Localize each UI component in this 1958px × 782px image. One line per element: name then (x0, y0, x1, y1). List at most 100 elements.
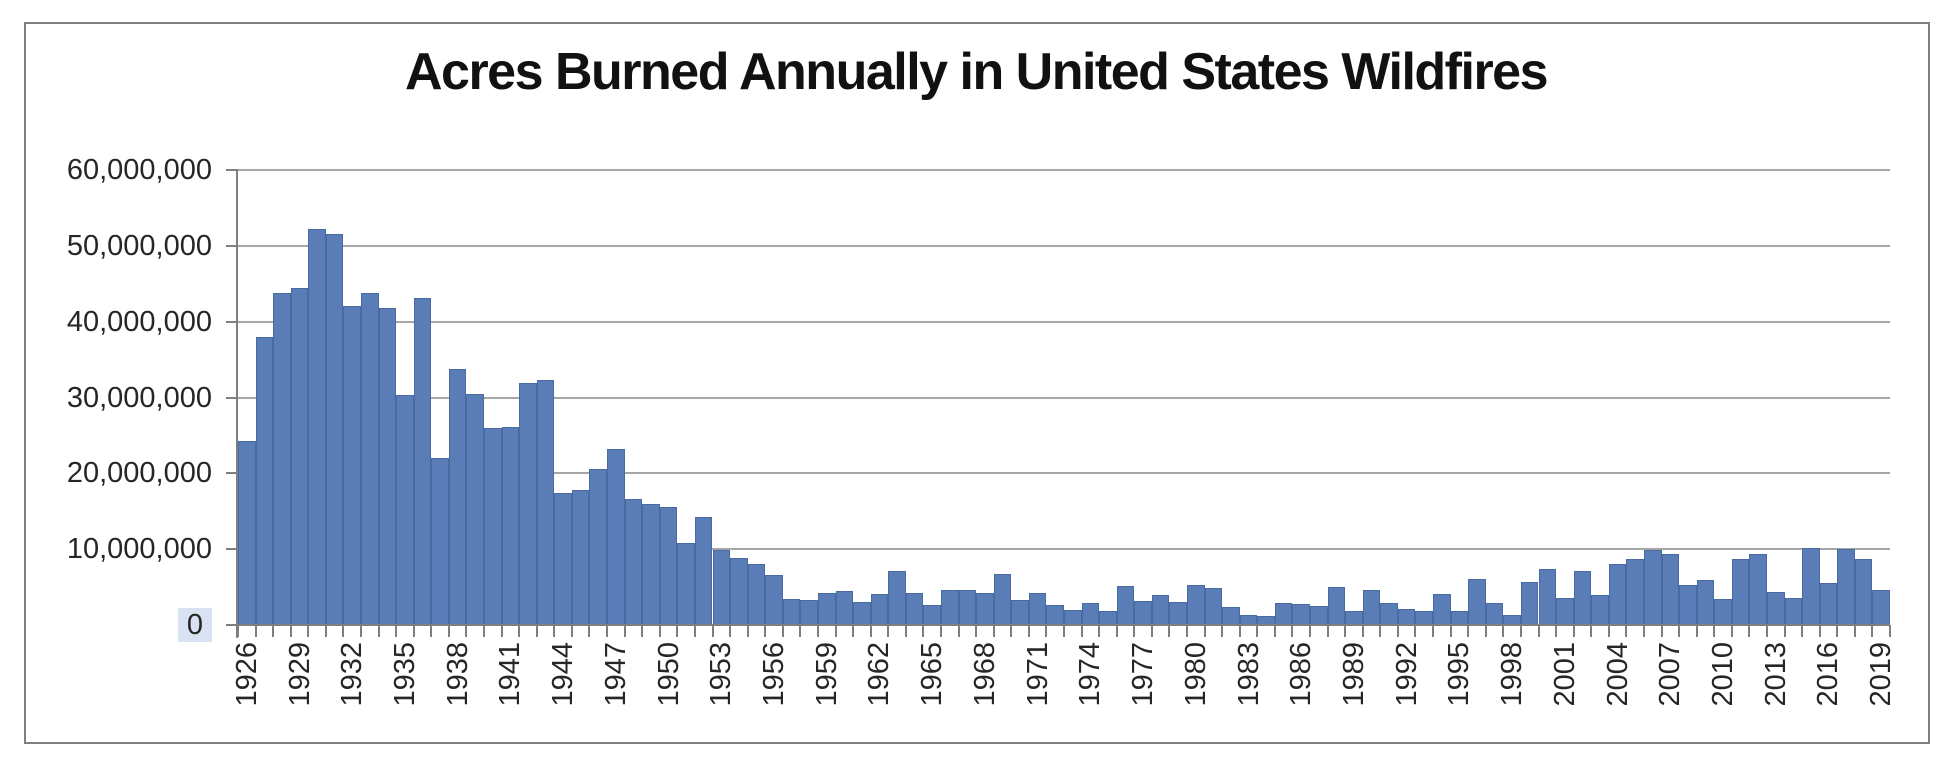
x-tick (641, 625, 644, 637)
x-tick (1484, 625, 1487, 637)
x-tick (869, 625, 872, 637)
x-tick (852, 625, 855, 637)
x-axis-label: 2013 (1759, 642, 1792, 707)
x-tick (1695, 625, 1698, 637)
bar-1993 (1415, 611, 1434, 625)
x-tick (623, 625, 626, 637)
x-tick (535, 625, 538, 637)
x-axis-label: 1995 (1443, 642, 1476, 707)
bar-1963 (888, 571, 906, 625)
x-axis-label: 1938 (441, 642, 474, 707)
chart-title: Acres Burned Annually in United States W… (404, 43, 1549, 101)
bar-1964 (905, 593, 924, 625)
x-axis-label: 1929 (283, 642, 316, 707)
gridline-30000000 (238, 396, 1890, 399)
x-tick (377, 625, 380, 637)
x-axis-label: 1977 (1127, 642, 1160, 707)
bar-1958 (800, 599, 818, 625)
bar-1982 (1222, 606, 1240, 625)
x-tick (324, 625, 327, 637)
x-tick (1238, 625, 1241, 637)
x-tick (781, 625, 784, 637)
gridline-40000000 (238, 320, 1890, 323)
x-tick (307, 625, 310, 637)
x-tick (1256, 625, 1259, 637)
x-axis-label: 2010 (1707, 642, 1740, 707)
y-tick-10000000 (226, 548, 236, 551)
x-tick (447, 625, 450, 637)
x-tick (1326, 625, 1329, 637)
x-axis-label: 1974 (1074, 642, 1107, 707)
x-axis-label: 2019 (1865, 642, 1898, 707)
bar-1966 (940, 590, 959, 625)
x-tick (1853, 625, 1856, 637)
x-axis-label: 1944 (547, 642, 580, 707)
x-tick (500, 625, 503, 637)
x-tick (1642, 625, 1645, 637)
y-axis-label-text: 60,000,000 (66, 154, 212, 186)
bar-2003 (1591, 594, 1609, 625)
bar-2014 (1784, 597, 1803, 625)
bar-1961 (853, 601, 871, 625)
x-axis-label: 1947 (599, 642, 632, 707)
bar-1973 (1064, 610, 1082, 625)
x-axis-label: 2016 (1812, 642, 1845, 707)
x-tick (1818, 625, 1821, 637)
y-axis-label-text: 10,000,000 (66, 533, 212, 566)
x-tick (1080, 625, 1083, 637)
bar-1987 (1310, 606, 1328, 625)
x-axis-label: 1935 (388, 642, 421, 707)
bar-1944 (554, 492, 572, 625)
bar-1960 (835, 591, 854, 625)
x-axis-label: 1932 (336, 642, 369, 707)
y-tick-0 (226, 624, 236, 626)
bar-1988 (1327, 587, 1346, 625)
y-axis-label-text: 30,000,000 (66, 381, 212, 414)
bar-1929 (290, 287, 309, 625)
bar-2017 (1837, 548, 1855, 625)
bar-1980 (1187, 585, 1205, 625)
x-tick (1783, 625, 1786, 637)
x-tick (1115, 625, 1118, 637)
bar-2018 (1854, 558, 1873, 625)
x-tick (1045, 625, 1048, 637)
bar-1946 (589, 469, 608, 625)
x-tick (693, 625, 696, 637)
x-tick (1027, 625, 1030, 637)
bar-1943 (536, 379, 555, 625)
bar-1939 (466, 394, 485, 625)
bar-1942 (519, 383, 537, 625)
x-axis-label: 1956 (758, 642, 791, 707)
x-tick (975, 625, 978, 637)
x-axis-label: 1953 (705, 642, 738, 707)
x-tick (1098, 625, 1101, 637)
x-tick (1713, 625, 1716, 637)
bar-1940 (484, 428, 502, 625)
x-tick (412, 625, 415, 637)
x-tick (1361, 625, 1364, 637)
x-tick (1449, 625, 1452, 637)
x-tick (1396, 625, 1399, 637)
bar-1981 (1204, 588, 1223, 625)
x-axis-label: 1962 (863, 642, 896, 707)
bar-1954 (730, 558, 748, 625)
bar-2004 (1608, 563, 1627, 625)
x-axis-label: 1971 (1021, 642, 1054, 707)
gridline-60000000 (238, 169, 1890, 171)
x-tick (1150, 625, 1153, 637)
x-axis-label: 1941 (494, 642, 527, 707)
bar-1936 (413, 298, 432, 625)
x-axis-label: 1926 (230, 642, 263, 707)
x-tick (1467, 625, 1470, 637)
x-tick (1168, 625, 1171, 637)
bar-1986 (1292, 604, 1311, 625)
bar-2008 (1679, 584, 1697, 625)
x-tick (816, 625, 819, 637)
bar-1948 (624, 499, 643, 625)
bar-2011 (1731, 558, 1750, 625)
x-tick (483, 625, 486, 637)
x-tick (1133, 625, 1136, 637)
x-tick (1063, 625, 1065, 637)
x-axis-label: 1950 (652, 642, 685, 707)
